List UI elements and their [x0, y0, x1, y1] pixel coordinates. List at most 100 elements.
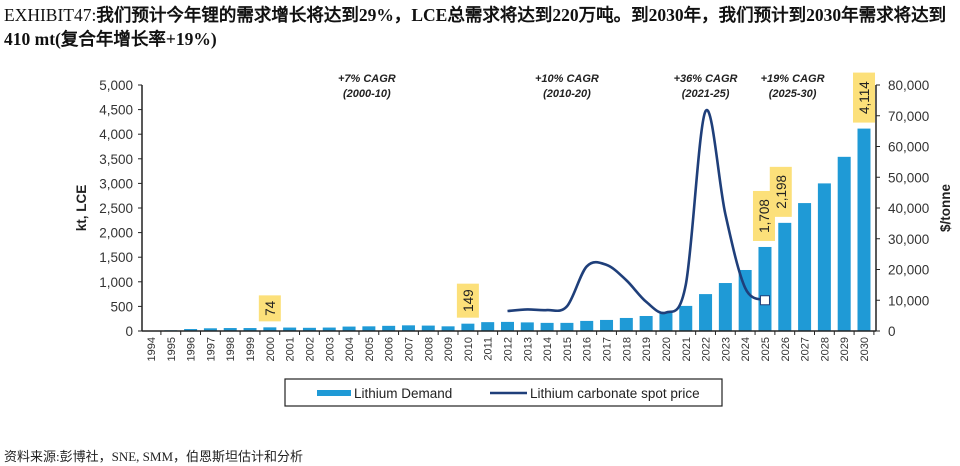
exhibit-number: EXHIBIT47: — [4, 5, 97, 25]
left-tick-label: 5,000 — [99, 78, 133, 93]
price-line — [507, 108, 766, 315]
bar-2005 — [362, 326, 376, 331]
x-tick-label: 2005 — [364, 337, 376, 361]
x-tick-label: 2027 — [800, 337, 812, 361]
bar-2007 — [401, 325, 415, 331]
left-tick-label: 1,500 — [99, 250, 133, 265]
source-note: 资料来源:彭博社，SNE, SMM，伯恩斯坦估计和分析 — [4, 449, 304, 464]
left-tick-label: 500 — [110, 299, 133, 314]
exhibit-title: EXHIBIT47:我们预计今年锂的需求增长将达到29%，LCE总需求将达到22… — [4, 3, 954, 51]
x-tick-label: 2002 — [304, 337, 316, 361]
cagr-annotation-period: (2025-30) — [769, 88, 817, 100]
data-label: 149 — [461, 289, 476, 312]
x-tick-label: 2017 — [602, 337, 614, 361]
bar-2029 — [837, 156, 851, 331]
x-tick-label: 2030 — [859, 337, 871, 361]
cagr-annotation: +36% CAGR — [674, 73, 738, 85]
data-label: 4,114 — [857, 81, 872, 114]
bar-2023 — [718, 283, 732, 331]
x-tick-label: 2029 — [839, 337, 851, 361]
price-marker-2025 — [759, 295, 770, 306]
x-tick-label: 2007 — [403, 337, 415, 361]
bar-2025 — [758, 246, 772, 331]
x-tick-label: 1996 — [186, 337, 198, 361]
x-tick-label: 2016 — [582, 337, 594, 361]
right-axis-title: $/tonne — [938, 184, 953, 232]
data-label: 2,198 — [774, 175, 789, 209]
left-tick-label: 4,000 — [99, 127, 133, 142]
bar-2024 — [738, 269, 752, 331]
cagr-annotation: +19% CAGR — [761, 73, 825, 85]
right-tick-label: 0 — [888, 324, 896, 339]
right-tick-label: 30,000 — [888, 232, 929, 247]
bar-1996 — [184, 329, 198, 331]
legend-label-price: Lithium carbonate spot price — [530, 386, 700, 401]
left-tick-label: 0 — [125, 324, 133, 339]
x-tick-label: 2011 — [483, 337, 495, 361]
cagr-annotation: +10% CAGR — [535, 73, 599, 85]
x-tick-label: 2001 — [285, 337, 297, 361]
x-tick-label: 2013 — [522, 337, 534, 361]
cagr-annotation-period: (2021-25) — [682, 88, 730, 100]
left-tick-label: 2,500 — [99, 201, 133, 216]
left-axis-title: kt, LCE — [74, 185, 89, 232]
x-tick-label: 2020 — [661, 337, 673, 361]
left-tick-label: 4,500 — [99, 103, 133, 118]
bar-2013 — [520, 322, 534, 331]
right-tick-label: 20,000 — [888, 263, 929, 278]
x-tick-label: 2028 — [819, 337, 831, 361]
cagr-annotation-period: (2010-20) — [543, 88, 591, 100]
data-label-box — [853, 72, 875, 123]
bar-2003 — [322, 327, 336, 331]
x-tick-label: 2006 — [384, 337, 396, 361]
bar-2010 — [461, 323, 475, 331]
data-label-box — [769, 166, 792, 217]
bar-2002 — [302, 327, 316, 331]
x-tick-label: 2003 — [324, 337, 336, 361]
x-tick-label: 1995 — [166, 337, 178, 361]
bar-2018 — [619, 317, 633, 331]
exhibit-title-text: 我们预计今年锂的需求增长将达到29%，LCE总需求将达到220万吨。到2030年… — [4, 5, 947, 49]
x-tick-label: 2026 — [780, 337, 792, 361]
bar-2020 — [659, 311, 673, 331]
bar-2021 — [679, 305, 693, 331]
x-tick-label: 2019 — [641, 337, 653, 361]
x-tick-label: 2018 — [621, 337, 633, 361]
x-tick-label: 2021 — [681, 337, 693, 361]
bar-2030 — [857, 128, 871, 331]
x-tick-label: 2010 — [463, 337, 475, 361]
right-tick-label: 70,000 — [888, 109, 929, 124]
x-tick-label: 2015 — [562, 337, 574, 361]
right-tick-label: 60,000 — [888, 140, 929, 155]
bar-2019 — [639, 315, 653, 331]
x-tick-label: 2024 — [740, 337, 752, 361]
bar-2001 — [283, 327, 297, 331]
x-tick-label: 2023 — [720, 337, 732, 361]
bar-2000 — [263, 327, 277, 331]
right-tick-label: 80,000 — [888, 78, 929, 93]
bar-2027 — [798, 203, 812, 331]
bar-1997 — [203, 328, 217, 331]
left-tick-label: 2,000 — [99, 226, 133, 241]
data-label-box — [752, 190, 775, 241]
bar-2006 — [382, 325, 396, 331]
x-tick-label: 2014 — [542, 337, 554, 361]
bar-2004 — [342, 326, 356, 331]
bar-2014 — [540, 322, 554, 331]
bar-1998 — [223, 328, 237, 331]
cagr-annotation-period: (2000-10) — [343, 88, 391, 100]
left-tick-label: 3,500 — [99, 152, 133, 167]
bar-1999 — [243, 328, 257, 331]
bar-2009 — [441, 326, 455, 331]
data-label-box — [258, 295, 281, 322]
x-tick-label: 1998 — [225, 337, 237, 361]
legend-label-demand: Lithium Demand — [354, 386, 452, 401]
left-tick-label: 3,000 — [99, 176, 133, 191]
x-tick-label: 2008 — [423, 337, 435, 361]
x-tick-label: 1999 — [245, 337, 257, 361]
x-tick-label: 1997 — [205, 337, 217, 361]
x-tick-label: 2009 — [443, 337, 455, 361]
x-tick-label: 1994 — [146, 337, 158, 361]
bar-2008 — [421, 325, 435, 331]
